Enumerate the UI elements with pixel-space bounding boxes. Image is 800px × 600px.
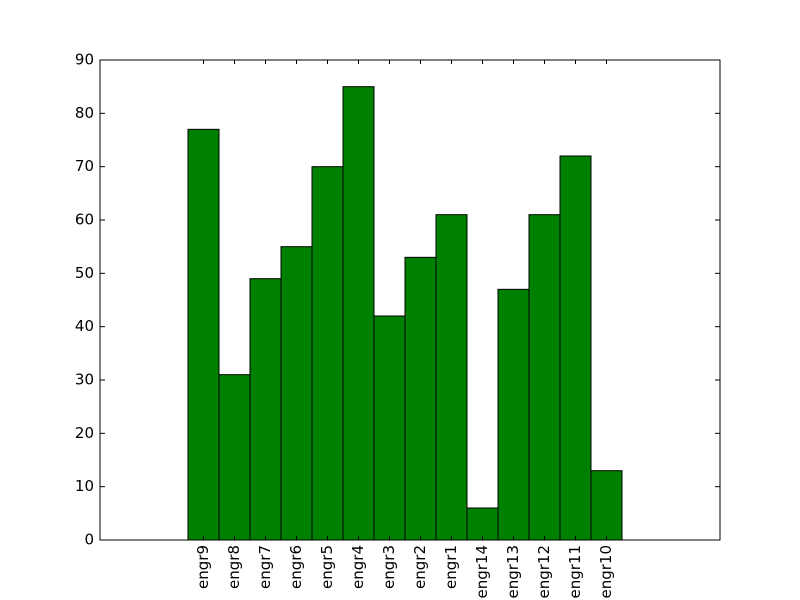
x-tick-label: engr5	[318, 545, 336, 589]
x-tick-label: engr6	[287, 545, 305, 589]
y-tick-label: 40	[75, 317, 94, 335]
y-tick-label: 20	[75, 424, 94, 442]
bar	[249, 278, 282, 541]
bar	[373, 315, 406, 541]
y-tick-label: 0	[84, 531, 94, 549]
bar	[528, 214, 561, 541]
bar	[311, 166, 344, 541]
y-tick-label: 70	[75, 157, 94, 175]
x-tick-label: engr8	[225, 545, 243, 589]
x-tick-label: engr7	[256, 545, 274, 589]
plot-frame	[99, 59, 721, 541]
x-tick-label: engr9	[194, 545, 212, 589]
y-tick-label: 50	[75, 264, 94, 282]
bar	[187, 128, 220, 541]
y-tick-label: 60	[75, 211, 94, 229]
x-tick-label: engr14	[473, 545, 491, 599]
bar	[342, 86, 375, 541]
x-tick-label: engr1	[442, 545, 460, 589]
y-tick-label: 90	[75, 51, 94, 69]
y-tick-label: 10	[75, 477, 94, 495]
bar	[590, 470, 623, 541]
bar	[497, 288, 530, 541]
x-tick-label: engr10	[597, 545, 615, 599]
x-tick-label: engr13	[504, 545, 522, 599]
bar	[404, 256, 437, 541]
x-tick-label: engr12	[535, 545, 553, 599]
bar	[435, 214, 468, 541]
x-tick-label: engr2	[411, 545, 429, 589]
x-tick-label: engr11	[566, 545, 584, 599]
x-tick-label: engr4	[349, 545, 367, 589]
bar	[466, 507, 499, 541]
bar	[559, 155, 592, 541]
bar	[280, 246, 313, 541]
x-tick-label: engr3	[380, 545, 398, 589]
y-tick-label: 30	[75, 371, 94, 389]
y-tick-label: 80	[75, 104, 94, 122]
bar	[218, 374, 251, 541]
